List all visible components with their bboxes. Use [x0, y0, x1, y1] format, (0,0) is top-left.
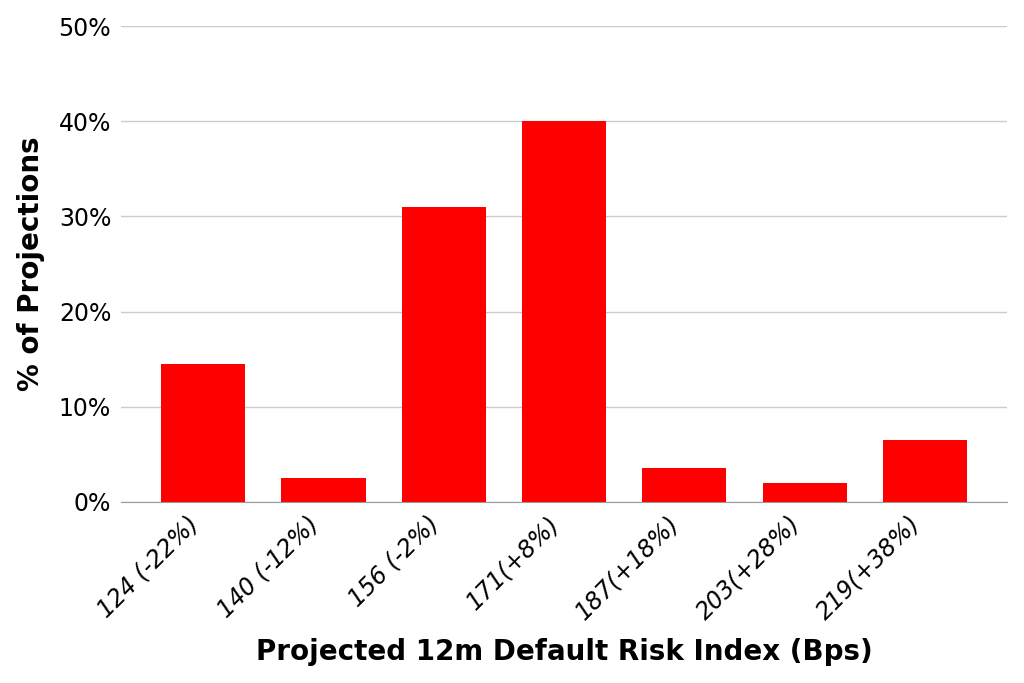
- Bar: [642, 469, 726, 502]
- X-axis label: Projected 12m Default Risk Index (Bps): Projected 12m Default Risk Index (Bps): [256, 639, 872, 667]
- Bar: [883, 440, 967, 502]
- Bar: [161, 364, 246, 502]
- Y-axis label: % of Projections: % of Projections: [16, 137, 45, 391]
- Bar: [763, 483, 847, 502]
- Bar: [522, 122, 606, 502]
- Bar: [282, 478, 366, 502]
- Bar: [401, 207, 486, 502]
